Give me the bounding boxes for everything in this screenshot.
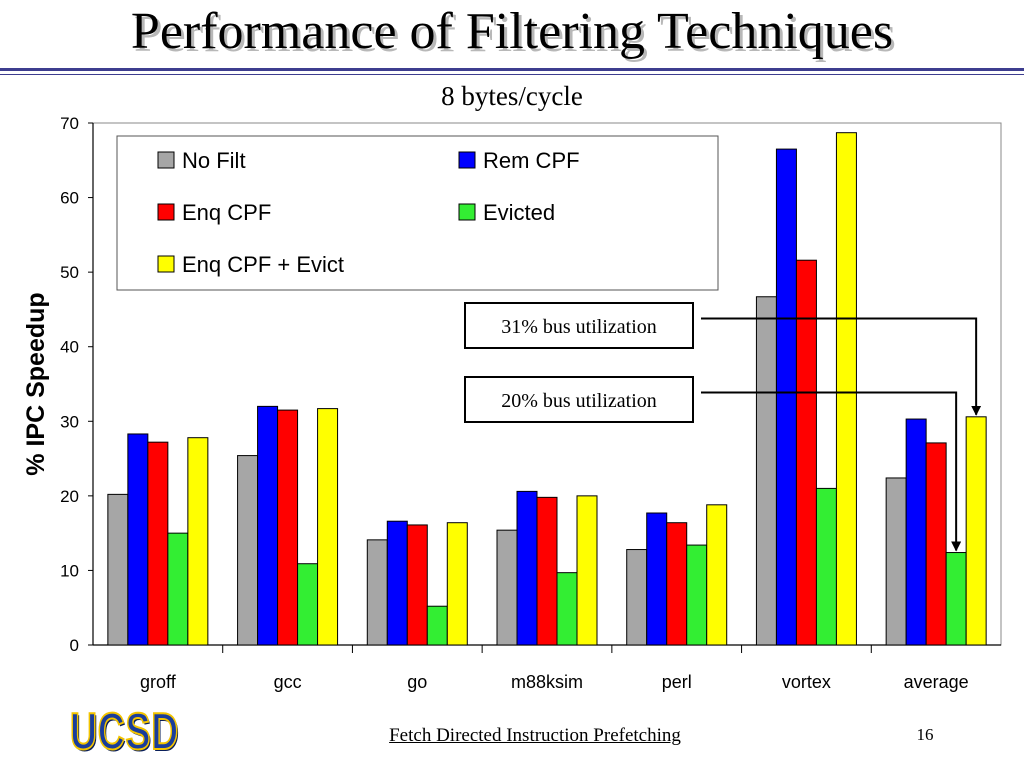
page-number: 16 bbox=[916, 725, 934, 744]
bar-vortex-enq-cpf bbox=[795, 259, 817, 646]
y-tick-label: 60 bbox=[60, 189, 79, 208]
x-tick-label: vortex bbox=[782, 672, 831, 692]
title-divider-thin bbox=[0, 74, 1024, 75]
annotations: 31% bus utilization 20% bus utilization bbox=[464, 302, 982, 552]
y-axis-label: % IPC Speedup bbox=[22, 292, 50, 475]
y-tick-label: 50 bbox=[60, 263, 79, 282]
bar-m88ksim-evicted bbox=[556, 572, 578, 646]
bar-average-enq-cpf-evict bbox=[965, 416, 987, 646]
bar-vortex-no-filt bbox=[755, 296, 777, 646]
x-tick-label: perl bbox=[662, 672, 692, 692]
bar-groff-enq-cpf-evict bbox=[187, 437, 209, 646]
bar-average-no-filt bbox=[885, 477, 907, 646]
chart-subtitle: 8 bytes/cycle bbox=[441, 81, 583, 111]
y-tick-labels: 0 10 20 30 40 50 60 70 bbox=[60, 114, 79, 655]
x-tick-label: go bbox=[407, 672, 427, 692]
annotation-text: 20% bus utilization bbox=[501, 390, 657, 412]
bar-go-rem-cpf bbox=[386, 520, 408, 646]
y-tick-label: 0 bbox=[70, 636, 79, 655]
legend-swatch bbox=[458, 203, 476, 221]
bar-average-rem-cpf bbox=[905, 418, 927, 646]
x-tick-label: m88ksim bbox=[511, 672, 583, 692]
bar-gcc-enq-cpf bbox=[277, 409, 299, 646]
bar-perl-enq-cpf-evict bbox=[706, 504, 728, 646]
x-tick-label: groff bbox=[140, 672, 177, 692]
legend-label: Enq CPF + Evict bbox=[182, 252, 344, 277]
bar-groff-enq-cpf bbox=[147, 441, 169, 646]
annotation-text: 31% bus utilization bbox=[501, 316, 657, 338]
bar-go-enq-cpf-evict bbox=[446, 522, 468, 646]
bar-perl-no-filt bbox=[626, 549, 648, 646]
y-tick-label: 40 bbox=[60, 338, 79, 357]
bar-perl-rem-cpf bbox=[646, 512, 668, 646]
bar-average-evicted bbox=[945, 552, 967, 646]
legend-swatch bbox=[458, 151, 476, 169]
legend-swatch bbox=[157, 151, 175, 169]
y-tick-label: 10 bbox=[60, 561, 79, 580]
bar-m88ksim-enq-cpf-evict bbox=[576, 495, 598, 646]
bar-go-no-filt bbox=[366, 539, 388, 646]
bar-vortex-evicted bbox=[815, 487, 837, 646]
title-divider bbox=[0, 68, 1024, 71]
ucsd-logo: UCSD bbox=[69, 703, 179, 761]
bar-vortex-rem-cpf bbox=[775, 148, 797, 646]
bar-gcc-no-filt bbox=[237, 455, 259, 646]
annotation-arrow bbox=[701, 317, 982, 416]
bar-groff-evicted bbox=[167, 532, 189, 646]
bar-vortex-enq-cpf-evict bbox=[835, 132, 857, 646]
annotation-box bbox=[464, 376, 694, 423]
bar-average-enq-cpf bbox=[925, 442, 947, 646]
bar-perl-enq-cpf bbox=[666, 522, 688, 646]
legend-label: Evicted bbox=[483, 200, 555, 225]
bar-gcc-rem-cpf bbox=[257, 405, 279, 646]
bar-groff-rem-cpf bbox=[127, 433, 149, 646]
legend: No Filt Rem CPF Enq CPF Evicted Enq CPF + Ev… bbox=[116, 135, 719, 291]
x-tick-label: gcc bbox=[274, 672, 302, 692]
legend-label: Rem CPF bbox=[483, 148, 580, 173]
slide-title: Performance of Filtering Techniques bbox=[130, 3, 894, 60]
y-tick-label: 70 bbox=[60, 114, 79, 133]
y-tick-label: 20 bbox=[60, 487, 79, 506]
annotation-arrow bbox=[701, 391, 962, 552]
legend-swatch bbox=[157, 255, 175, 273]
bar-m88ksim-rem-cpf bbox=[516, 490, 538, 646]
bar-gcc-evicted bbox=[297, 563, 319, 646]
legend-box bbox=[116, 135, 719, 291]
bar-m88ksim-enq-cpf bbox=[536, 496, 558, 646]
legend-swatch bbox=[157, 203, 175, 221]
annotation-box bbox=[464, 302, 694, 349]
footer-title: Fetch Directed Instruction Prefetching bbox=[389, 725, 681, 746]
bar-gcc-enq-cpf-evict bbox=[317, 408, 339, 646]
bar-perl-evicted bbox=[686, 544, 708, 646]
bar-go-evicted bbox=[426, 605, 448, 646]
x-tick-label: average bbox=[904, 672, 969, 692]
y-tick-label: 30 bbox=[60, 412, 79, 431]
x-tick-labels: groff gcc go m88ksim perl vortex average bbox=[140, 672, 969, 692]
bars bbox=[107, 132, 987, 646]
bar-go-enq-cpf bbox=[406, 524, 428, 646]
legend-label: No Filt bbox=[182, 148, 246, 173]
legend-label: Enq CPF bbox=[182, 200, 271, 225]
bar-m88ksim-no-filt bbox=[496, 529, 518, 646]
bar-groff-no-filt bbox=[107, 493, 129, 646]
